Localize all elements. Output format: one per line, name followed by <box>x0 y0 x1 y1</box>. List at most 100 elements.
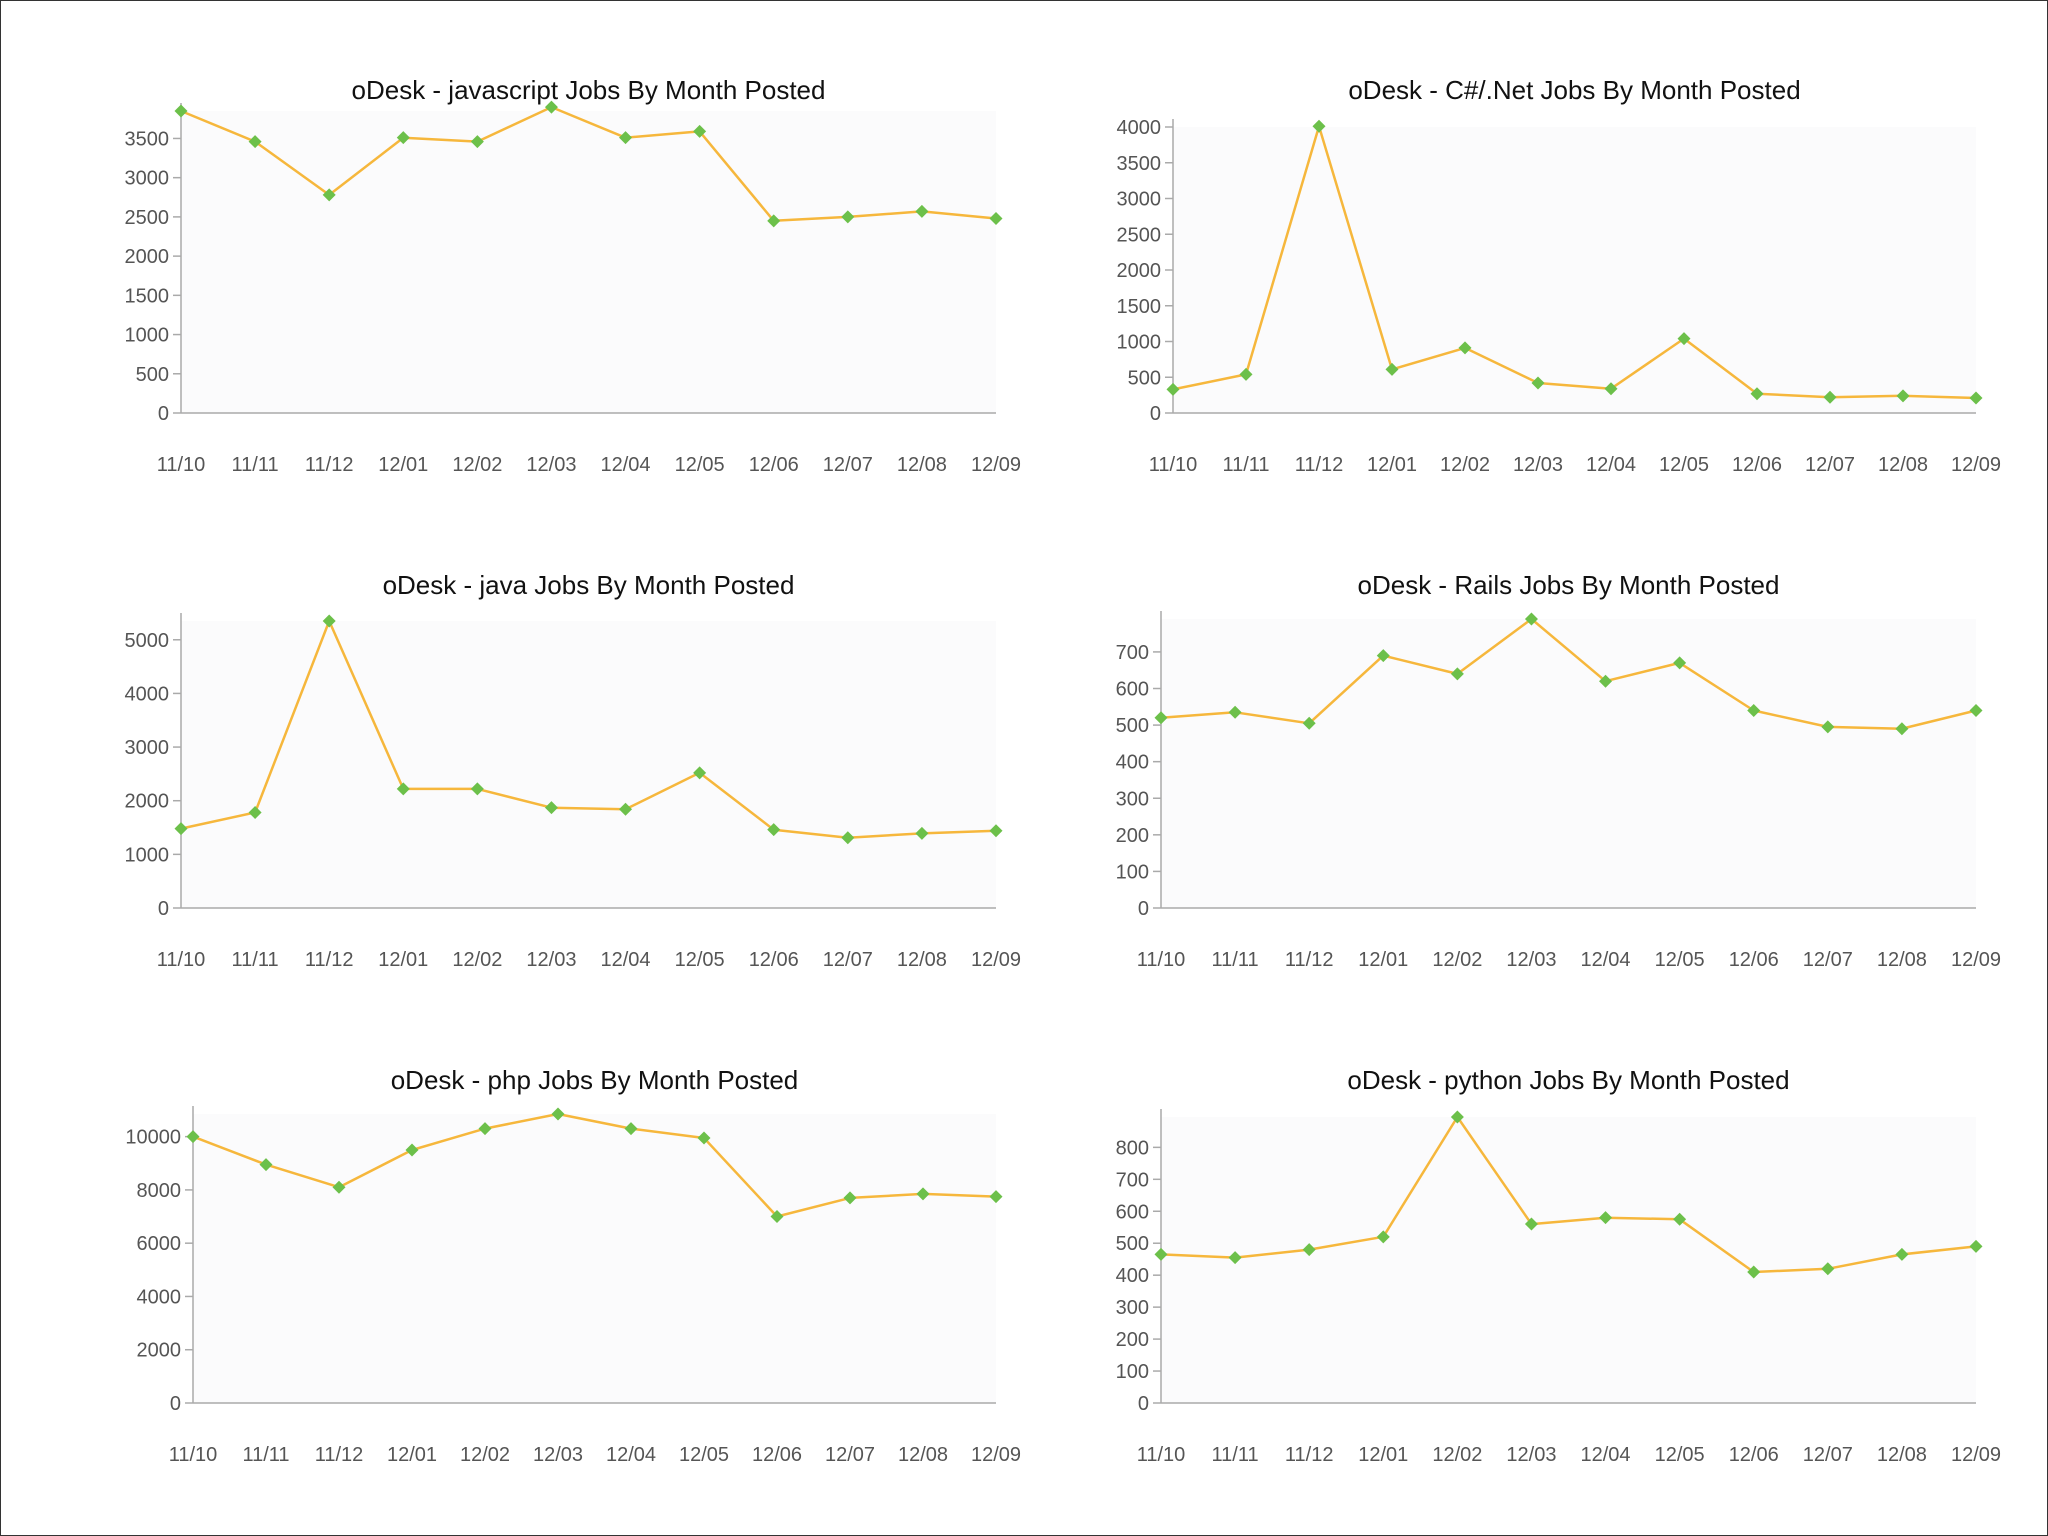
y-tick-label: 0 <box>158 898 169 920</box>
data-point <box>843 1191 857 1205</box>
data-point <box>544 100 558 114</box>
y-tick-label: 3000 <box>125 737 170 759</box>
data-point <box>1302 716 1316 730</box>
x-tick-label: 11/10 <box>1137 949 1186 971</box>
x-tick-label: 11/11 <box>1222 454 1269 476</box>
y-tick-label: 600 <box>1116 679 1149 701</box>
data-point <box>1376 1230 1390 1244</box>
data-point <box>915 204 929 218</box>
x-tick-label: 11/10 <box>157 454 206 476</box>
x-tick-label: 12/08 <box>897 949 947 971</box>
series-line <box>180 619 997 839</box>
data-point <box>1228 1251 1242 1265</box>
data-point <box>544 801 558 815</box>
data-point <box>1166 382 1180 396</box>
x-tick-label: 12/01 <box>1358 1444 1408 1466</box>
x-tick-label: 12/08 <box>1877 1444 1927 1466</box>
x-tick-label: 11/12 <box>1285 1444 1334 1466</box>
y-tick-label: 100 <box>1116 861 1149 883</box>
x-tick-label: 11/11 <box>242 1444 289 1466</box>
data-point <box>841 210 855 224</box>
chart-title: oDesk - java Jobs By Month Posted <box>383 570 795 600</box>
x-tick-label: 12/03 <box>526 949 576 971</box>
x-tick-label: 12/07 <box>823 454 873 476</box>
y-tick-label: 1000 <box>125 325 170 347</box>
series-line <box>192 1112 997 1218</box>
y-tick-label: 200 <box>1116 1329 1149 1351</box>
y-tick-label: 0 <box>1150 403 1161 425</box>
x-tick-label: 12/05 <box>1655 949 1705 971</box>
data-point <box>1312 119 1326 133</box>
data-point <box>1673 656 1687 670</box>
plot-area <box>1161 1117 1976 1403</box>
y-tick-label: 500 <box>1116 1233 1149 1255</box>
data-point <box>989 211 1003 225</box>
data-point <box>322 614 336 628</box>
x-tick-label: 12/02 <box>1440 454 1490 476</box>
y-tick-label: 400 <box>1116 1265 1149 1287</box>
series-line <box>1160 1115 1977 1274</box>
data-point <box>248 806 262 820</box>
y-tick-label: 4000 <box>125 683 170 705</box>
x-tick-label: 12/08 <box>898 1444 948 1466</box>
y-tick-label: 8000 <box>137 1180 182 1202</box>
x-tick-label: 12/02 <box>452 949 502 971</box>
y-tick-label: 0 <box>170 1393 181 1415</box>
data-point <box>767 823 781 837</box>
plot-area <box>193 1114 996 1403</box>
data-point <box>1895 1247 1909 1261</box>
data-point <box>1604 382 1618 396</box>
data-point <box>1747 703 1761 717</box>
x-tick-label: 12/04 <box>601 949 651 971</box>
data-point <box>1821 720 1835 734</box>
data-point <box>1228 705 1242 719</box>
data-point <box>1239 367 1253 381</box>
y-tick-label: 800 <box>1116 1137 1149 1159</box>
data-point <box>1302 1243 1316 1257</box>
x-tick-label: 12/07 <box>1803 949 1853 971</box>
data-point <box>989 1190 1003 1204</box>
data-point <box>186 1130 200 1144</box>
data-point <box>174 822 188 836</box>
data-point <box>697 1131 711 1145</box>
x-tick-label: 12/07 <box>823 949 873 971</box>
y-tick-label: 600 <box>1116 1201 1149 1223</box>
data-point <box>396 782 410 796</box>
y-tick-label: 1500 <box>1117 296 1162 318</box>
plot-area <box>181 111 996 413</box>
x-tick-label: 12/04 <box>1581 949 1631 971</box>
javascript-jobs-chart: oDesk - javascript Jobs By Month Posted 0… <box>125 75 1022 476</box>
x-tick-label: 12/03 <box>533 1444 583 1466</box>
x-tick-label: 11/10 <box>1137 1444 1186 1466</box>
y-tick-label: 2000 <box>1117 260 1162 282</box>
x-tick-label: 11/11 <box>1212 1444 1259 1466</box>
data-point <box>1599 674 1613 688</box>
x-tick-label: 12/09 <box>1951 454 2001 476</box>
y-tick-label: 2000 <box>125 791 170 813</box>
x-tick-label: 12/04 <box>601 454 651 476</box>
rails-jobs-chart: oDesk - Rails Jobs By Month Posted 0 100 20… <box>1116 570 2001 971</box>
x-tick-label: 12/04 <box>1586 454 1636 476</box>
data-point <box>405 1143 419 1157</box>
chart-title: oDesk - php Jobs By Month Posted <box>391 1065 799 1095</box>
y-tick-label: 0 <box>1138 1393 1149 1415</box>
x-tick-label: 12/05 <box>1659 454 1709 476</box>
x-tick-label: 12/07 <box>825 1444 875 1466</box>
x-tick-label: 11/12 <box>1295 454 1344 476</box>
data-point <box>1969 391 1983 405</box>
y-tick-label: 2500 <box>125 207 170 229</box>
x-tick-label: 11/10 <box>1149 454 1198 476</box>
data-point <box>1823 390 1837 404</box>
data-point <box>248 135 262 149</box>
series-line <box>180 105 997 223</box>
data-point <box>470 782 484 796</box>
data-point <box>693 766 707 780</box>
data-point <box>259 1158 273 1172</box>
y-tick-label: 3500 <box>1117 153 1162 175</box>
y-tick-label: 0 <box>1138 898 1149 920</box>
y-tick-label: 6000 <box>137 1233 182 1255</box>
x-tick-label: 12/06 <box>1732 454 1782 476</box>
x-tick-label: 12/08 <box>897 454 947 476</box>
chart-title: oDesk - python Jobs By Month Posted <box>1347 1065 1789 1095</box>
